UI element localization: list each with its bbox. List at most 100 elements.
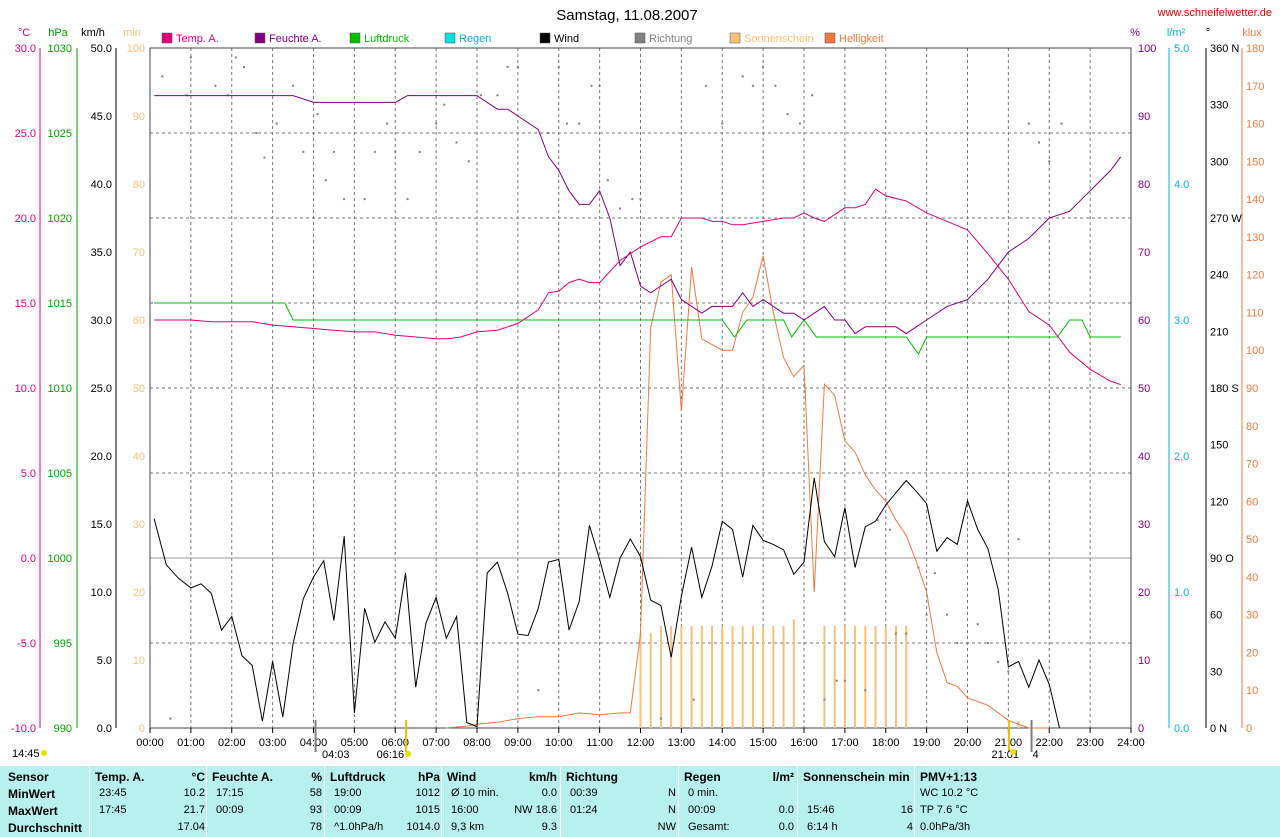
direction-point [933, 572, 936, 575]
humidity-tick-label: 40 [1138, 451, 1150, 463]
column-separator [206, 766, 207, 837]
direction-point [590, 84, 593, 87]
column-unit: l/m² [772, 770, 794, 784]
column-header: Sonnenschein min [803, 770, 910, 784]
stat-label: 9,3 km [451, 821, 485, 833]
time-tick-label: 10:00 [545, 737, 573, 749]
direction-point [243, 65, 246, 68]
time-tick-label: 03:00 [259, 737, 287, 749]
temp-tick-label: 10.0 [15, 383, 36, 395]
direction-point [435, 122, 438, 125]
website-link[interactable]: www.schneifelwetter.de [1157, 7, 1272, 19]
legend-swatch [824, 32, 836, 44]
direction-point [161, 75, 164, 78]
column-unit: hPa [417, 770, 440, 784]
direction-point [659, 717, 662, 720]
weather-chart: Samstag, 11.08.2007 www.schneifelwetter.… [11, 7, 1272, 761]
column-separator [441, 766, 442, 837]
humidity-tick-label: 60 [1138, 315, 1150, 327]
legend-label: Luftdruck [364, 33, 410, 45]
direction-point [946, 613, 949, 616]
column-unit: °C [191, 770, 205, 784]
stat-label: 15:46 [807, 804, 835, 816]
stat-label: 01:24 [570, 804, 598, 816]
stat-value: 0.0 [778, 821, 794, 833]
time-tick-label: 05:00 [341, 737, 369, 749]
direction-point [762, 65, 765, 68]
statistics-panel: Sensor MinWert MaxWert Durchschnitt Temp. A.… [0, 766, 1280, 837]
direction-point [373, 150, 376, 153]
humidity-tick-label: 0 [1138, 723, 1144, 735]
direction-point [565, 122, 568, 125]
klux-tick-label: 10 [1246, 685, 1258, 697]
unit-label: min [123, 27, 141, 39]
unit-label: °C [18, 27, 30, 39]
unit-label: ° [1206, 27, 1210, 39]
unit-label: % [1130, 27, 1140, 39]
direction-point [386, 122, 389, 125]
legend-label: Sonnenschein [744, 33, 814, 45]
time-tick-label: 13:00 [668, 737, 696, 749]
direction-point [956, 642, 959, 644]
direction-point [811, 94, 814, 97]
stat-value: 1014.0 [406, 821, 440, 833]
column-unit: % [311, 770, 322, 784]
stat-label: 00:09 [688, 804, 716, 816]
stat-value: 1015 [415, 804, 440, 816]
temp-tick-label: 15.0 [15, 298, 36, 310]
direction-point [275, 122, 278, 125]
klux-tick-label: 70 [1246, 459, 1258, 471]
column-separator [89, 766, 90, 837]
stat-value: 58 [309, 787, 322, 799]
legend-swatch [349, 32, 361, 44]
direction-point [578, 122, 581, 125]
stat-value: 21.7 [183, 804, 205, 816]
column-header: Temp. A. [95, 770, 145, 784]
direction-tick-label: 300 [1210, 156, 1228, 168]
direction-point [418, 150, 421, 153]
minutes-tick-label: 10 [133, 655, 145, 667]
time-tick-label: 24:00 [1117, 737, 1145, 749]
direction-point [741, 75, 744, 78]
direction-point [843, 679, 846, 682]
temp-tick-label: -5.0 [17, 638, 36, 650]
minutes-tick-label: 0 [139, 723, 145, 735]
time-tick-label: 00:00 [136, 737, 164, 749]
direction-point [905, 632, 908, 635]
stat-value: N [668, 804, 676, 816]
stat-value: 93 [309, 804, 322, 816]
column-separator [324, 766, 325, 837]
direction-point [467, 160, 470, 163]
stat-label: 17:15 [216, 787, 244, 799]
direction-tick-label: 270 W [1210, 213, 1242, 225]
stat-value: 0.0 [541, 787, 557, 799]
direction-point [1038, 141, 1041, 144]
stat-label: 16:00 [451, 804, 479, 816]
direction-point [234, 56, 237, 59]
wind-tick-label: 10.0 [91, 587, 112, 599]
direction-point [406, 198, 409, 201]
temp-tick-label: -10.0 [11, 723, 36, 735]
direction-point [537, 689, 540, 692]
stat-value: 1012 [415, 787, 440, 799]
wind-line [153, 477, 1060, 729]
direction-tick-label: 0 N [1210, 723, 1227, 735]
time-tick-label: 22:00 [1035, 737, 1063, 749]
column-separator [560, 766, 561, 837]
pressure-tick-label: 995 [54, 638, 72, 650]
time-tick-label: 09:00 [504, 737, 532, 749]
direction-tick-label: 90 O [1210, 553, 1234, 565]
wind-tick-label: 50.0 [91, 43, 112, 55]
stat-value: WC 10.2 °C [920, 787, 979, 799]
klux-tick-label: 20 [1246, 647, 1258, 659]
direction-point [721, 122, 724, 125]
klux-tick-label: 110 [1246, 307, 1264, 319]
direction-point [557, 65, 560, 68]
time-tick-label: 17:00 [831, 737, 859, 749]
humidity-tick-label: 30 [1138, 519, 1150, 531]
time-tick-label: 16:00 [790, 737, 818, 749]
time-tick-label: 02:00 [218, 737, 246, 749]
direction-tick-label: 150 [1210, 440, 1228, 452]
unit-label: km/h [81, 27, 105, 39]
sunrise-label: 06:16 [377, 749, 405, 761]
